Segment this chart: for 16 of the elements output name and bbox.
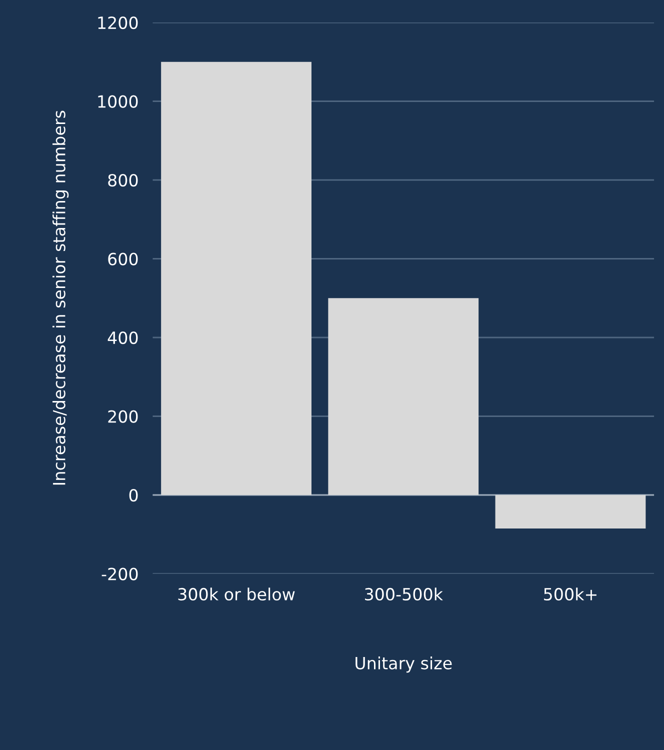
y-tick-label: 600 — [108, 252, 138, 266]
bar — [495, 495, 646, 528]
x-tick-label: 300k or below — [178, 588, 295, 601]
y-tick-label: -200 — [102, 568, 138, 580]
bar — [161, 62, 312, 495]
y-tick-label: 0 — [129, 488, 138, 502]
x-axis-title: Unitary size — [356, 656, 452, 673]
bar — [328, 298, 479, 495]
y-tick-label: 200 — [108, 410, 138, 423]
y-tick-label: 1200 — [98, 16, 138, 30]
x-tick-label: 500k+ — [544, 588, 596, 601]
y-axis-title: Increase/decrease in senior staffing numbers — [52, 110, 69, 485]
y-tick-label: 800 — [108, 174, 138, 187]
y-tick-label: 400 — [108, 331, 138, 344]
y-tick-label: 1000 — [98, 95, 138, 108]
x-tick-label: 300-500k — [365, 588, 443, 601]
